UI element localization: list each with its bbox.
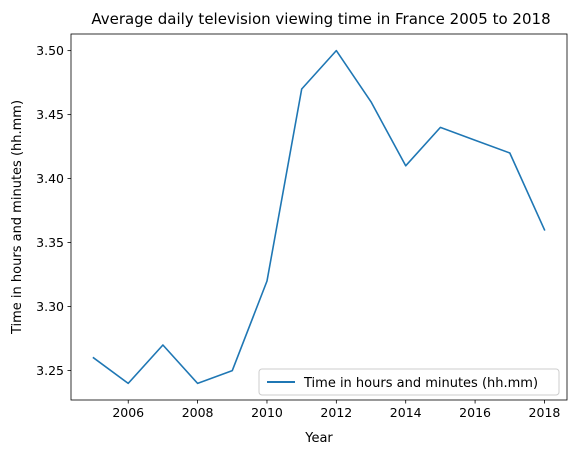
- y-tick-label: 3.25: [36, 363, 64, 378]
- series-layer: [92, 49, 546, 385]
- x-tick-label: 2008: [182, 405, 214, 420]
- y-tick-label: 3.30: [36, 299, 64, 314]
- x-axis-ticks: 2006 2008 2010 2012 2014 2016 2018: [112, 400, 560, 420]
- x-tick-label: 2016: [459, 405, 491, 420]
- legend-label: Time in hours and minutes (hh.mm): [303, 376, 538, 391]
- y-tick-label: 3.45: [36, 107, 64, 122]
- x-tick-label: 2010: [251, 405, 283, 420]
- y-axis-label: Time in hours and minutes (hh.mm): [10, 100, 25, 335]
- y-tick-label: 3.40: [36, 171, 64, 186]
- x-tick-label: 2012: [320, 405, 352, 420]
- y-tick-label: 3.35: [36, 235, 64, 250]
- series-line: [92, 49, 546, 385]
- chart-title: Average daily television viewing time in…: [91, 10, 550, 28]
- x-tick-label: 2018: [529, 405, 561, 420]
- x-tick-label: 2006: [112, 405, 144, 420]
- legend-box: [258, 368, 560, 396]
- legend: Time in hours and minutes (hh.mm): [258, 368, 560, 396]
- y-axis-ticks: 3.25 3.30 3.35 3.40 3.45 3.50: [36, 43, 71, 378]
- y-tick-label: 3.50: [36, 43, 64, 58]
- plot-area: 2006 2008 2010 2012 2014 2016 2018 3.25 3.30 3.3…: [36, 33, 568, 420]
- x-axis-label: Year: [304, 431, 333, 446]
- x-tick-label: 2014: [390, 405, 422, 420]
- plot-frame: [70, 33, 568, 401]
